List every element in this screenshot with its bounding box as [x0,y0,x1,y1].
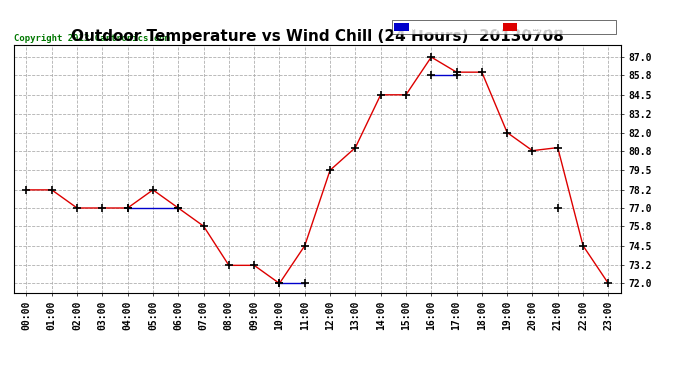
Temperature (°F) [453,70,461,74]
Title: Outdoor Temperature vs Wind Chill (24 Hours)  20130708: Outdoor Temperature vs Wind Chill (24 Ho… [71,29,564,44]
Temperature (°F) [48,188,56,192]
Temperature (°F) [98,206,106,210]
Temperature (°F) [553,146,562,150]
Temperature (°F) [579,243,587,248]
Temperature (°F) [275,281,284,286]
Temperature (°F) [199,224,208,228]
Temperature (°F) [124,206,132,210]
Temperature (°F) [326,168,334,172]
Temperature (°F) [529,148,537,153]
Temperature (°F) [250,263,258,268]
Line: Temperature (°F): Temperature (°F) [22,53,613,288]
Temperature (°F) [174,206,182,210]
Temperature (°F) [225,263,233,268]
Temperature (°F) [22,188,30,192]
Temperature (°F) [427,55,435,59]
Temperature (°F) [377,93,385,97]
Temperature (°F) [351,146,359,150]
Temperature (°F) [477,70,486,74]
Temperature (°F) [73,206,81,210]
Text: Copyright 2013 Cartronics.com: Copyright 2013 Cartronics.com [14,33,170,42]
Temperature (°F) [301,243,309,248]
Temperature (°F) [604,281,613,286]
Temperature (°F) [503,130,511,135]
Temperature (°F) [402,93,410,97]
Temperature (°F) [149,188,157,192]
Legend: Wind Chill (°F), Temperature (°F): Wind Chill (°F), Temperature (°F) [392,20,616,34]
